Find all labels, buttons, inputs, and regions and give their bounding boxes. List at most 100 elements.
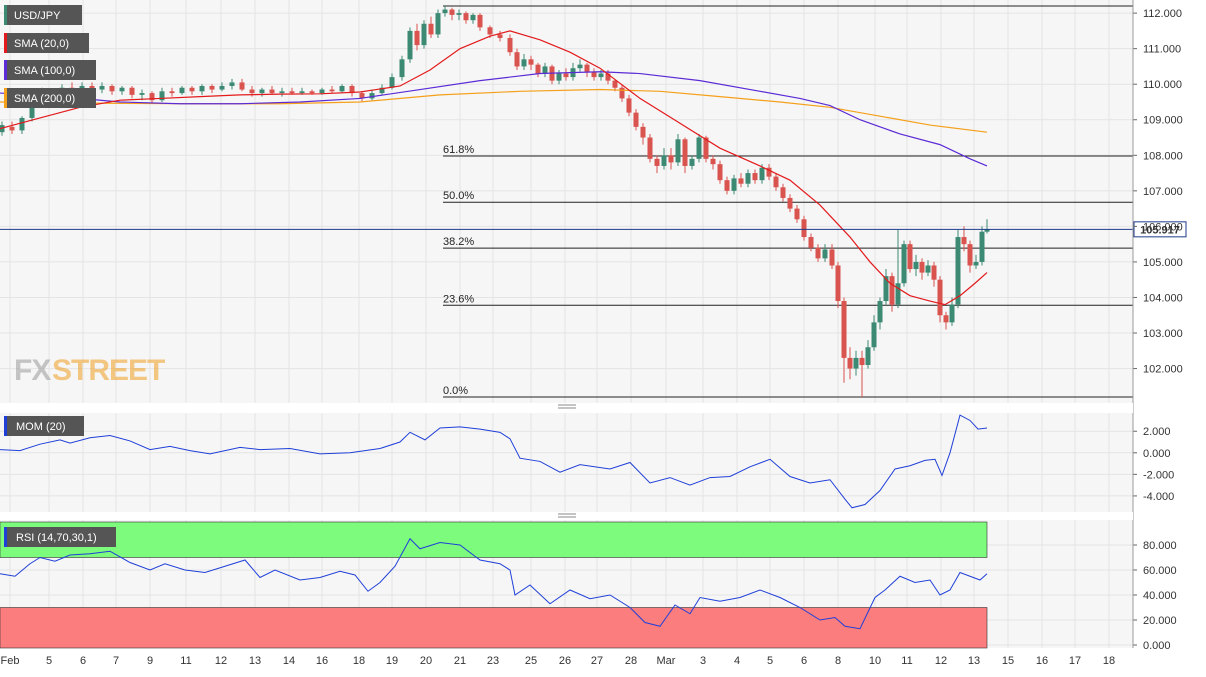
candle-body-126: [984, 229, 990, 232]
candle-body-44: [428, 23, 434, 35]
candle-body-114: [913, 261, 919, 270]
price-tick-label-5: 107.000: [1143, 186, 1183, 198]
mom-badge[interactable]: MOM (20): [4, 416, 84, 436]
fib-label-3: 23.6%: [443, 293, 474, 305]
candle-body-80: [689, 158, 695, 166]
candle-body-17: [169, 91, 175, 94]
x-tick-label-4: 9: [147, 655, 153, 667]
candle-body-64: [577, 64, 583, 69]
x-tick-label-0: Feb: [1, 655, 20, 667]
candle-body-99: [822, 249, 828, 259]
x-tick-label-30: 16: [1036, 655, 1048, 667]
sma20-badge[interactable]: SMA (20,0): [4, 33, 89, 53]
svg-text:FX: FX: [14, 354, 51, 387]
candle-body-27: [269, 89, 275, 94]
separator-handle-1[interactable]: [0, 403, 1133, 413]
mom-series: [0, 414, 988, 509]
candle-body-68: [605, 73, 611, 81]
candle-body-101: [835, 265, 841, 302]
x-tick-label-9: 16: [316, 655, 328, 667]
candle-body-39: [389, 77, 395, 88]
candle-body-10: [99, 85, 105, 90]
rsi-tick-label-2: 40.000: [1143, 590, 1177, 602]
rsi-oversold-zone: [0, 607, 988, 649]
candle-body-113: [907, 244, 913, 270]
candle-body-124: [973, 261, 979, 266]
candle-body-33: [329, 89, 335, 92]
mom-axis: 2.000 0.000 -2.000 -4.000: [1133, 426, 1174, 503]
fib-label-2: 38.2%: [443, 236, 474, 248]
rsi-series: [0, 537, 988, 630]
candle-body-25: [249, 89, 255, 94]
sma100-badge[interactable]: SMA (100,0): [4, 60, 96, 80]
candle-body-78: [675, 139, 681, 163]
x-tick-label-13: 21: [454, 655, 466, 667]
x-tick-label-8: 14: [283, 655, 295, 667]
candle-body-122: [961, 237, 967, 245]
candle-body-28: [279, 91, 285, 94]
instrument-label: USD/JPY: [14, 10, 61, 22]
price-tick-label-1: 111.000: [1143, 44, 1181, 56]
candle-body-86: [731, 178, 737, 191]
candle-body-65: [584, 64, 590, 72]
fib-label-4: 0.0%: [443, 385, 468, 397]
x-tick-label-2: 6: [80, 655, 86, 667]
candle-body-117: [931, 265, 937, 280]
x-tick-label-31: 17: [1069, 655, 1081, 667]
candle-body-107: [871, 322, 877, 348]
candle-body-91: [766, 167, 772, 177]
svg-text:STREET: STREET: [52, 354, 165, 387]
candle-body-62: [563, 73, 569, 78]
price-tick-label-10: 102.000: [1143, 364, 1183, 376]
sma200-badge[interactable]: SMA (200,0): [4, 88, 96, 108]
candle-body-32: [319, 89, 325, 94]
mom-label: MOM (20): [16, 421, 66, 433]
candle-body-97: [808, 237, 814, 248]
candle-body-37: [369, 93, 375, 99]
rsi-label: RSI (14,70,30,1): [16, 532, 97, 544]
x-tick-label-1: 5: [46, 655, 52, 667]
x-tick-label-22: 5: [767, 655, 773, 667]
rsi-badge[interactable]: RSI (14,70,30,1): [4, 527, 116, 547]
candle-body-38: [379, 87, 385, 94]
instrument-badge[interactable]: USD/JPY: [4, 5, 82, 25]
candle-body-76: [661, 155, 667, 166]
rsi-zones: [0, 521, 988, 649]
candle-body-94: [787, 197, 793, 209]
candle-body-109: [883, 276, 889, 302]
candle-body-40: [399, 59, 405, 78]
candle-body-70: [619, 87, 625, 99]
candle-body-90: [759, 167, 765, 181]
candle-body-75: [654, 158, 660, 166]
candle-body-34: [339, 85, 345, 92]
candle-body-54: [507, 37, 513, 53]
rsi-tick-label-3: 20.000: [1143, 615, 1177, 627]
candle-body-102: [841, 301, 847, 358]
mom-tick-label-0: 2.000: [1143, 426, 1171, 438]
separator-handle-2[interactable]: [0, 512, 1133, 520]
x-tick-label-7: 13: [249, 655, 261, 667]
candle-body-67: [598, 73, 604, 78]
candle-body-23: [229, 82, 235, 86]
x-tick-label-10: 18: [353, 655, 365, 667]
candle-body-22: [219, 85, 225, 90]
candle-body-118: [937, 279, 943, 316]
candle-body-125: [979, 231, 985, 262]
last-price-marker: 105.917: [0, 221, 1187, 238]
candle-body-35: [349, 85, 355, 94]
candle-body-52: [487, 27, 493, 35]
candle-body-85: [724, 180, 730, 191]
candle-body-30: [299, 91, 305, 94]
candle-body-12: [119, 87, 125, 92]
candle-body-115: [919, 261, 925, 273]
mom-tick-label-2: -2.000: [1143, 469, 1174, 481]
candle-body-31: [309, 91, 315, 94]
candle-body-66: [591, 71, 597, 78]
candle-body-110: [889, 276, 895, 305]
fxstreet-logo: FX STREET: [14, 354, 166, 387]
last-price-label: 105.917: [1140, 224, 1180, 236]
candle-body-47: [449, 9, 455, 15]
x-tick-label-28: 13: [968, 655, 980, 667]
mom-tick-label-3: -4.000: [1143, 491, 1174, 503]
candle-body-103: [847, 357, 853, 369]
